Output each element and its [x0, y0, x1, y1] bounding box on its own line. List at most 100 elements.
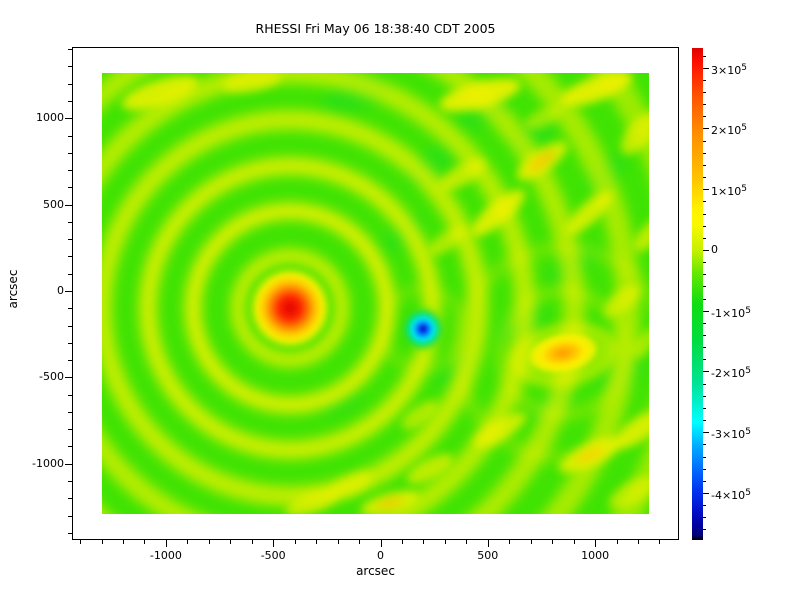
colorbar-minor-tick — [703, 238, 706, 239]
x-minor-tick — [294, 540, 296, 544]
y-tick-label: -1000 — [32, 456, 64, 470]
x-minor-tick — [337, 540, 339, 544]
colorbar-gradient — [692, 48, 703, 540]
x-minor-tick — [466, 540, 468, 544]
colorbar-tick-label: -3×105 — [711, 427, 751, 442]
x-minor-tick — [230, 540, 232, 544]
colorbar-tick-label: 2×105 — [711, 123, 747, 138]
colorbar-minor-tick — [703, 165, 706, 166]
colorbar-major-tick — [703, 250, 709, 251]
colorbar-minor-tick — [703, 481, 706, 482]
colorbar-tick-label: -2×105 — [711, 366, 751, 381]
x-tick-label: 0 — [377, 549, 384, 562]
y-tick-label: 1000 — [36, 111, 64, 125]
heatmap-image — [102, 73, 649, 514]
colorbar-minor-tick — [703, 274, 706, 275]
colorbar-minor-tick — [703, 262, 706, 263]
y-minor-tick — [68, 532, 72, 534]
colorbar-minor-tick — [703, 214, 706, 215]
y-minor-tick — [68, 256, 72, 258]
y-tick-label: 0 — [57, 284, 64, 297]
colorbar-major-tick — [703, 128, 709, 129]
x-major-tick — [380, 540, 382, 547]
y-tick-label: 500 — [43, 197, 64, 211]
x-minor-tick — [80, 540, 82, 544]
x-minor-tick — [509, 540, 511, 544]
colorbar-minor-tick — [703, 347, 706, 348]
colorbar-minor-tick — [703, 323, 706, 324]
colorbar-minor-tick — [703, 505, 706, 506]
colorbar-major-tick — [703, 493, 709, 494]
colorbar-minor-tick — [703, 444, 706, 445]
x-minor-tick — [530, 540, 532, 544]
x-minor-tick — [208, 540, 210, 544]
x-minor-tick — [659, 540, 661, 544]
y-minor-tick — [68, 221, 72, 223]
colorbar-minor-tick — [703, 384, 706, 385]
y-minor-tick — [68, 308, 72, 310]
x-major-tick — [487, 540, 489, 547]
y-minor-tick — [68, 515, 72, 517]
y-minor-tick — [68, 498, 72, 500]
y-major-tick — [65, 291, 72, 292]
colorbar-tick-label: 1×105 — [711, 184, 747, 199]
colorbar-tick-label: -4×105 — [711, 488, 751, 502]
y-major-tick — [65, 463, 72, 465]
y-minor-tick — [68, 480, 72, 482]
y-minor-tick — [68, 239, 72, 241]
colorbar-minor-tick — [703, 56, 706, 57]
colorbar-minor-tick — [703, 517, 706, 518]
colorbar-minor-tick — [703, 529, 706, 530]
colorbar-minor-tick — [703, 286, 706, 287]
colorbar-minor-tick — [703, 335, 706, 336]
x-axis-label: arcsec — [356, 564, 395, 578]
y-minor-tick — [68, 170, 72, 172]
plot-frame — [72, 47, 679, 540]
x-minor-tick — [359, 540, 361, 544]
x-major-tick — [273, 540, 275, 547]
x-minor-tick — [316, 540, 318, 544]
y-tick-label: -500 — [39, 370, 64, 384]
x-minor-tick — [638, 540, 640, 544]
y-minor-tick — [68, 135, 72, 137]
colorbar-minor-tick — [703, 153, 706, 154]
y-minor-tick — [68, 152, 72, 154]
colorbar-minor-tick — [703, 104, 706, 105]
y-major-tick — [65, 118, 72, 120]
colorbar-minor-tick — [703, 141, 706, 142]
x-minor-tick — [444, 540, 446, 544]
colorbar-tick-label: -1×105 — [711, 305, 751, 320]
colorbar-minor-tick — [703, 408, 706, 409]
colorbar-minor-tick — [703, 469, 706, 470]
x-minor-tick — [144, 540, 146, 544]
colorbar-minor-tick — [703, 116, 706, 117]
y-minor-tick — [68, 411, 72, 413]
y-minor-tick — [68, 360, 72, 362]
x-minor-tick — [401, 540, 403, 544]
x-minor-tick — [122, 540, 124, 544]
colorbar-minor-tick — [703, 201, 706, 202]
colorbar-major-tick — [703, 189, 709, 190]
colorbar-major-tick — [703, 432, 709, 433]
x-minor-tick — [616, 540, 618, 544]
y-minor-tick — [68, 66, 72, 68]
colorbar-minor-tick — [703, 359, 706, 360]
x-major-tick — [595, 540, 597, 547]
y-minor-tick — [68, 342, 72, 344]
x-major-tick — [165, 540, 167, 547]
x-tick-label: 500 — [477, 549, 499, 562]
y-major-tick — [65, 377, 72, 379]
x-minor-tick — [423, 540, 425, 544]
colorbar-tick-label: 0 — [711, 242, 718, 256]
colorbar-minor-tick — [703, 457, 706, 458]
y-minor-tick — [68, 325, 72, 327]
x-minor-tick — [573, 540, 575, 544]
colorbar-major-tick — [703, 371, 709, 372]
y-minor-tick — [68, 187, 72, 189]
colorbar-minor-tick — [703, 80, 706, 81]
x-tick-label: -1000 — [149, 549, 182, 562]
colorbar-minor-tick — [703, 226, 706, 227]
x-minor-tick — [187, 540, 189, 544]
x-minor-tick — [552, 540, 554, 544]
